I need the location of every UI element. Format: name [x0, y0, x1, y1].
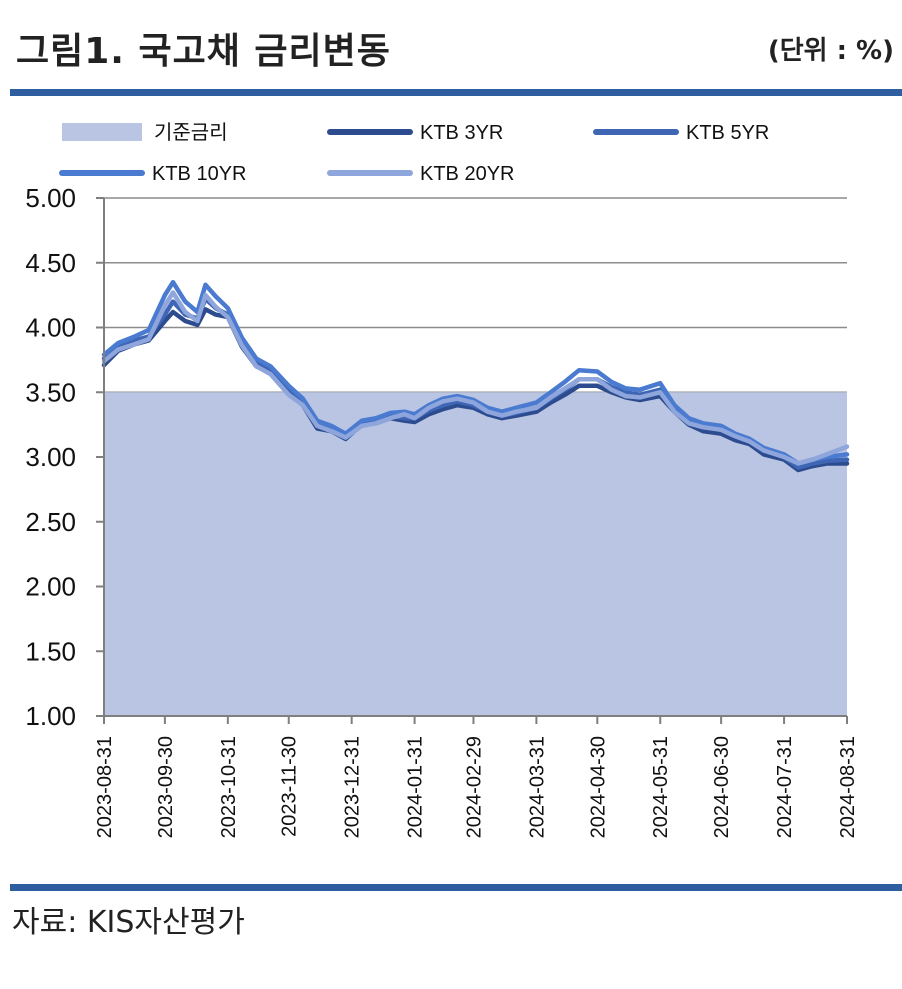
- x-tick-label: 2024-06-30: [711, 736, 733, 838]
- top-divider: [10, 89, 902, 96]
- x-tick-label: 2024-01-31: [405, 736, 427, 838]
- x-tick-label: 2023-11-30: [279, 736, 301, 837]
- x-tick-label: 2023-12-31: [342, 736, 364, 838]
- series-line-ktb-3yr: [101, 307, 850, 473]
- series-line-ktb-10yr: [101, 279, 850, 466]
- y-tick-label: 3.00: [25, 442, 76, 472]
- x-tick-label: 2023-08-31: [94, 736, 116, 838]
- area-layer: [104, 392, 847, 716]
- y-tick-label: 1.00: [25, 701, 76, 731]
- x-tick-label: 2024-03-31: [526, 736, 548, 838]
- x-tick-label: 2024-02-29: [463, 736, 485, 838]
- x-axis-ticks: 2023-08-31 2023-09-30 2023-10-31 2023-11-30…: [94, 716, 859, 838]
- y-tick-label: 1.50: [25, 636, 76, 666]
- source-note: 자료: KIS자산평가: [12, 905, 245, 940]
- legend-item: KTB 20YR: [327, 163, 514, 185]
- legend-item: KTB 10YR: [59, 163, 246, 185]
- x-tick-label: 2024-05-31: [650, 736, 672, 838]
- legend-item: KTB 5YR: [593, 122, 769, 144]
- bottom-divider: [10, 884, 902, 891]
- legend-label: KTB 10YR: [152, 163, 246, 185]
- rate-chart: 기준금리 KTB 3YR KTB 5YR KTB 10YR KTB 20YR 5.00 4…: [25, 121, 859, 838]
- y-tick-label: 3.50: [25, 377, 76, 407]
- x-tick-label: 2023-09-30: [155, 736, 177, 838]
- x-tick-label: 2024-08-31: [837, 736, 859, 838]
- legend-label: 기준금리: [154, 121, 228, 144]
- y-tick-label: 5.00: [25, 183, 76, 213]
- line-layer: [101, 279, 850, 473]
- x-tick-label: 2023-10-31: [218, 736, 240, 838]
- legend-item: KTB 3YR: [327, 122, 503, 144]
- legend-item: 기준금리: [62, 121, 228, 144]
- page-title: 그림1. 국고채 금리변동: [16, 31, 391, 72]
- legend-label: KTB 3YR: [420, 122, 503, 144]
- y-tick-label: 2.50: [25, 507, 76, 537]
- series-line-ktb-20yr: [101, 290, 850, 466]
- y-axis-ticks: 5.00 4.50 4.00 3.50 3.00 2.50 2.00 1.50 1.00: [25, 183, 104, 731]
- legend-label: KTB 20YR: [420, 163, 514, 185]
- y-tick-label: 2.00: [25, 572, 76, 602]
- chart-legend: 기준금리 KTB 3YR KTB 5YR KTB 10YR KTB 20YR: [59, 121, 769, 185]
- series-area-base-rate: [104, 392, 847, 716]
- y-tick-label: 4.00: [25, 313, 76, 343]
- x-tick-label: 2024-07-31: [774, 736, 796, 838]
- y-tick-label: 4.50: [25, 248, 76, 278]
- legend-label: KTB 5YR: [686, 122, 769, 144]
- legend-swatch: [62, 123, 142, 141]
- x-tick-label: 2024-04-30: [587, 736, 609, 838]
- unit-label: (단위 : %): [767, 36, 894, 66]
